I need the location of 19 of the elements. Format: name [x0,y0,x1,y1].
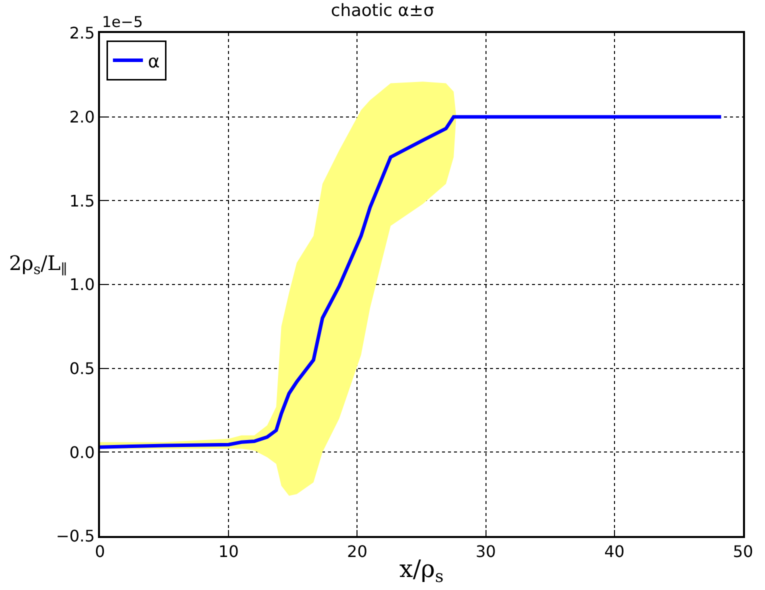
x-tick-label: 50 [732,542,754,562]
y-tick-label: 1.0 [69,275,95,294]
x-tick-label: 30 [476,542,496,562]
y-tick-label: 0.0 [69,442,95,462]
y-tick-label: −0.5 [56,526,95,546]
x-tick-label: 0 [94,542,106,562]
chart-title: chaotic α±σ [330,0,434,21]
line-series [100,115,723,449]
legend-label: α [148,51,160,72]
x-tick-label: 40 [604,542,625,562]
y-tick-label: 2.0 [69,107,95,126]
y-axis-title: 2ρ$_{s}$/L$_{∥}$ [9,251,68,278]
y-tick-label: 2.5 [69,24,95,43]
y-tick-label: 0.5 [69,358,95,378]
y-tick-label: 1.5 [69,191,95,210]
x-tick-label: 20 [347,542,368,562]
x-tick-label: 10 [218,542,239,562]
text: 1e−5 [102,13,143,31]
x-axis-title: x/ρ$_{s}$ [399,555,444,586]
